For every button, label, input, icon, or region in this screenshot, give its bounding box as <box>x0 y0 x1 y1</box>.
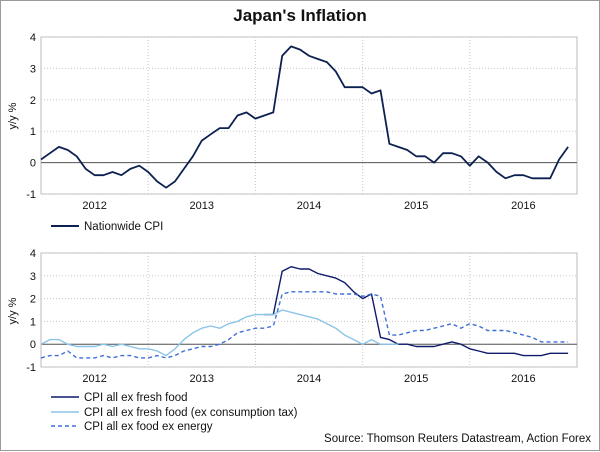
bottom-legend: CPI all ex fresh food CPI all ex fresh f… <box>51 392 298 433</box>
x-tick-label: 2016 <box>511 373 535 385</box>
top-series <box>40 45 569 189</box>
bottom-y-axis-label: y/y % <box>7 297 19 324</box>
y-tick-label: 1 <box>30 316 36 328</box>
bottom-series <box>40 266 569 359</box>
bottom-grid <box>41 252 577 368</box>
y-tick-label: 2 <box>30 294 36 306</box>
x-tick-label: 2012 <box>82 200 106 212</box>
top-y-axis-label: y/y % <box>7 102 19 129</box>
top-legend: Nationwide CPI <box>51 221 163 233</box>
top-x-ticks: 2012 2013 2014 2015 2016 <box>82 200 535 212</box>
bottom-plot-area <box>40 252 578 368</box>
legend-label-cpi-ex-food-energy: CPI all ex food ex energy <box>84 421 213 433</box>
y-tick-label: -1 <box>26 189 36 201</box>
x-tick-label: 2013 <box>190 373 214 385</box>
y-tick-label: -1 <box>26 362 36 374</box>
series-line-2 <box>40 291 569 359</box>
bottom-chart: -1 0 1 2 3 4 2012 2013 2014 2015 2016 y/y % CPI a… <box>7 248 578 433</box>
series-line-0 <box>264 266 569 357</box>
legend-label-nationwide-cpi: Nationwide CPI <box>84 221 163 233</box>
x-tick-label: 2013 <box>190 200 214 212</box>
y-tick-label: 4 <box>30 32 36 44</box>
y-tick-label: 3 <box>30 271 36 283</box>
x-tick-label: 2014 <box>297 200 321 212</box>
top-chart: -1 0 1 2 3 4 2012 2013 2014 2015 2016 y/y % Natio… <box>7 32 578 233</box>
bottom-y-ticks: -1 0 1 2 3 4 <box>26 248 36 374</box>
bottom-x-ticks: 2012 2013 2014 2015 2016 <box>82 373 535 385</box>
series-line-1 <box>40 309 399 357</box>
legend-label-cpi-ex-fresh-food: CPI all ex fresh food <box>84 392 188 404</box>
y-tick-label: 3 <box>30 63 36 75</box>
y-tick-label: 4 <box>30 248 36 260</box>
top-plot-area <box>40 36 578 195</box>
x-tick-label: 2015 <box>404 373 428 385</box>
top-y-ticks: -1 0 1 2 3 4 <box>26 32 36 201</box>
y-tick-label: 1 <box>30 126 36 138</box>
x-tick-label: 2012 <box>82 373 106 385</box>
legend-label-cpi-ex-tax: CPI all ex fresh food (ex consumption ta… <box>84 407 298 419</box>
source-note: Source: Thomson Reuters Datastream, Acti… <box>324 433 591 445</box>
y-tick-label: 0 <box>30 158 36 170</box>
top-grid <box>41 36 577 195</box>
series-line-0 <box>40 45 569 189</box>
chart-title: Japan's Inflation <box>233 6 367 25</box>
x-tick-label: 2016 <box>511 200 535 212</box>
y-tick-label: 0 <box>30 339 36 351</box>
x-tick-label: 2015 <box>404 200 428 212</box>
y-tick-label: 2 <box>30 95 36 107</box>
x-tick-label: 2014 <box>297 373 321 385</box>
